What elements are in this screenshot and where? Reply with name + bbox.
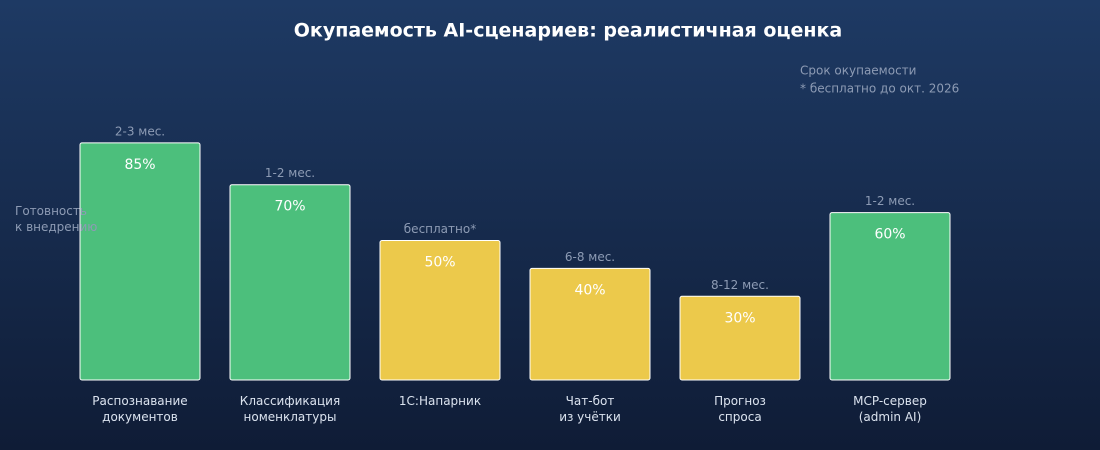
bar [679, 295, 801, 381]
x-tick-label: 1С:Напарник [398, 394, 482, 408]
payback-label: 1-2 мес. [865, 194, 915, 208]
bar [529, 267, 651, 381]
x-tick-label: Прогноз спроса [714, 394, 766, 424]
value-label: 85% [124, 157, 155, 173]
payback-label: 6-8 мес. [565, 250, 615, 264]
bar [379, 240, 501, 381]
bar [829, 212, 951, 381]
note: * бесплатно до окт. 2026 [800, 82, 959, 96]
legend-title: Срок окупаемости [800, 64, 916, 78]
payback-label: 1-2 мес. [265, 166, 315, 180]
value-label: 30% [724, 310, 755, 326]
payback-label: 8-12 мес. [711, 278, 769, 292]
value-label: 40% [574, 282, 605, 298]
x-tick-label: Чат-бот из учётки [559, 394, 621, 424]
x-tick-label: Распознавание документов [92, 394, 188, 424]
value-label: 60% [874, 227, 905, 243]
value-label: 70% [274, 199, 305, 215]
value-label: 50% [424, 255, 455, 271]
payback-label: 2-3 мес. [115, 124, 165, 138]
bar [79, 142, 201, 381]
chart-title: Окупаемость AI-сценариев: реалистичная о… [294, 20, 842, 42]
x-tick-label: Классификация номенклатуры [239, 394, 341, 424]
x-tick-label: MCP-сервер (admin AI) [853, 394, 927, 424]
y-axis-label: Готовность к внедрению [15, 204, 98, 234]
payback-label: бесплатно* [404, 222, 476, 236]
bar [229, 184, 351, 381]
